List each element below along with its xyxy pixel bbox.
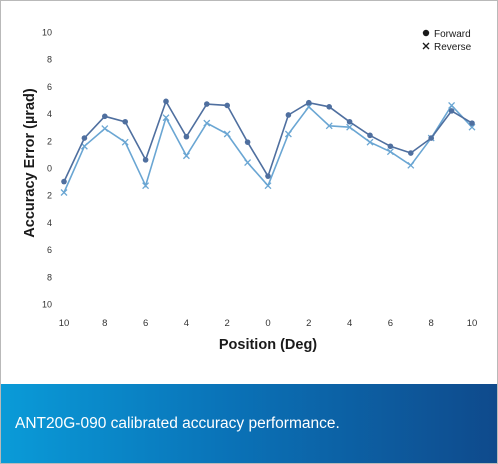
data-point-forward	[102, 113, 108, 120]
y-tick-label: 8	[47, 272, 52, 282]
y-axis-ticks: 10 8 6 4 2 0 2 4 6 8 10	[42, 28, 52, 310]
data-point-reverse	[142, 182, 150, 190]
data-point-forward	[469, 120, 475, 126]
x-tick-label: 8	[102, 318, 107, 329]
data-point-forward	[326, 104, 333, 110]
data-point-reverse	[182, 152, 190, 160]
data-point-reverse	[284, 130, 292, 138]
data-point-forward	[428, 135, 435, 141]
data-point-reverse	[366, 138, 374, 146]
data-point-reverse	[407, 161, 415, 169]
data-point-reverse	[448, 101, 456, 109]
data-point-forward	[387, 143, 394, 150]
data-point-forward	[285, 112, 292, 118]
data-point-reverse	[325, 122, 333, 130]
data-point-forward	[306, 99, 312, 106]
data-point-reverse	[223, 130, 231, 138]
data-point-reverse	[203, 119, 211, 127]
x-tick-label: 2	[306, 318, 311, 329]
data-point-forward	[448, 108, 455, 114]
legend-forward-marker	[422, 29, 430, 37]
x-axis-label: Position (Deg)	[219, 337, 317, 353]
x-tick-label: 8	[429, 318, 434, 329]
x-axis-ticks: 10 8 6 4 2 0 2 4 6 8 10	[59, 318, 478, 329]
x-tick-label: 10	[467, 318, 478, 329]
y-tick-label: 10	[42, 300, 52, 310]
data-point-reverse	[101, 125, 109, 133]
x-tick-label: 6	[143, 318, 148, 329]
y-tick-label: 10	[42, 28, 52, 38]
data-point-reverse	[162, 114, 170, 122]
y-tick-label: 4	[47, 218, 52, 228]
data-point-reverse	[60, 189, 68, 196]
data-point-forward	[408, 150, 414, 156]
y-tick-label: 8	[47, 55, 52, 65]
data-point-reverse	[244, 159, 252, 167]
x-tick-label: 6	[388, 318, 393, 329]
series-layer	[60, 98, 476, 196]
data-point-reverse	[386, 148, 394, 156]
data-point-forward	[61, 178, 67, 185]
x-tick-label: 10	[59, 318, 70, 329]
data-point-forward	[122, 118, 128, 125]
data-point-forward	[183, 133, 190, 140]
x-tick-label: 4	[347, 318, 352, 329]
x-tick-label: 4	[184, 318, 189, 329]
caption-text: ANT20G-090 calibrated accuracy performan…	[15, 415, 340, 432]
y-tick-label: 2	[47, 136, 52, 146]
legend-reverse-marker	[422, 42, 430, 50]
data-point-reverse	[346, 123, 354, 131]
data-point-reverse	[121, 138, 129, 146]
legend-reverse-label: Reverse	[434, 42, 472, 53]
caption-bar: ANT20G-090 calibrated accuracy performan…	[1, 384, 497, 463]
data-point-forward	[163, 98, 169, 105]
series-line-reverse	[63, 104, 473, 193]
y-tick-label: 6	[47, 245, 52, 255]
data-point-forward	[346, 118, 353, 125]
y-tick-label: 4	[47, 109, 52, 119]
y-tick-label: 0	[47, 164, 52, 174]
chart-area: 10 8 6 4 2 0 2 4 6 8 10 10 8 6 4 2 0 2 4 6 8 10 Accuracy Err…	[1, 1, 497, 384]
y-axis-label: Accuracy Error (µrad)	[22, 88, 38, 238]
data-point-forward	[367, 132, 373, 139]
data-point-forward	[81, 135, 88, 141]
data-point-forward	[204, 101, 210, 107]
data-point-forward	[265, 173, 271, 179]
data-point-reverse	[264, 182, 272, 190]
x-tick-label: 0	[265, 318, 270, 329]
x-tick-label: 2	[225, 318, 230, 329]
y-tick-label: 2	[47, 191, 52, 201]
data-point-forward	[224, 102, 230, 109]
data-point-forward	[142, 157, 149, 163]
legend: Forward Reverse	[422, 29, 472, 53]
y-tick-label: 6	[47, 82, 52, 92]
legend-forward-label: Forward	[434, 29, 471, 40]
accuracy-chart: 10 8 6 4 2 0 2 4 6 8 10 10 8 6 4 2 0 2 4 6 8 10 Accuracy Err…	[22, 28, 478, 354]
data-point-reverse	[468, 123, 476, 131]
data-point-forward	[244, 139, 251, 145]
